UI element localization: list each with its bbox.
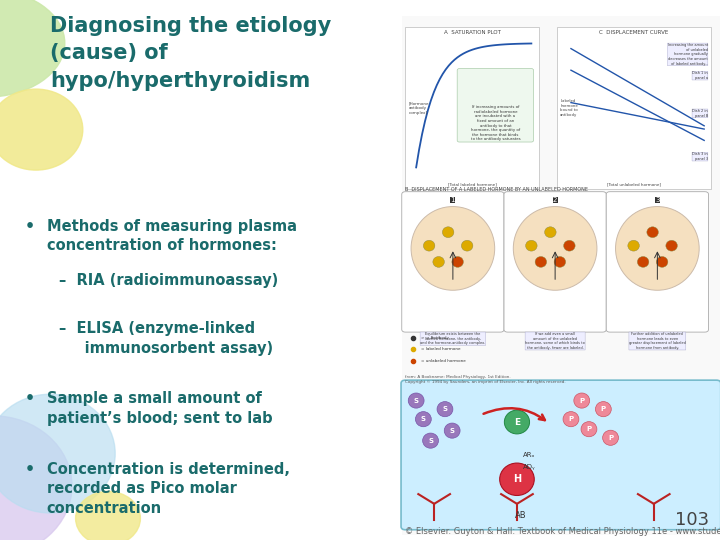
Ellipse shape [526,240,537,251]
FancyBboxPatch shape [402,16,720,535]
Text: [Total unlabeled hormone]: [Total unlabeled hormone] [607,183,661,186]
Ellipse shape [513,206,597,291]
Text: S: S [450,428,454,434]
Text: 2: 2 [553,197,557,203]
Ellipse shape [433,256,444,267]
Text: B  DISPLACEMENT OF A LABELED HORMONE BY AN UNLABELED HORMONE: B DISPLACEMENT OF A LABELED HORMONE BY A… [405,187,588,192]
FancyBboxPatch shape [457,69,534,142]
Text: P: P [608,435,613,441]
Text: If increasing amounts of
radiolabeled hormone
are incubated with a
fixed amount : If increasing amounts of radiolabeled ho… [471,105,520,141]
Ellipse shape [595,402,611,417]
Text: P: P [568,416,574,422]
Text: from: A Bookname: Medical Physiology, 1st Edition.
Copyright © 1994 by Saunders,: from: A Bookname: Medical Physiology, 1s… [405,375,566,384]
Text: •: • [25,462,35,477]
Ellipse shape [628,240,639,251]
Text: = labeled hormone: = labeled hormone [421,347,461,352]
Ellipse shape [563,411,579,427]
FancyBboxPatch shape [402,192,504,332]
Ellipse shape [437,402,453,417]
Ellipse shape [544,227,556,238]
Ellipse shape [647,227,658,238]
Ellipse shape [657,256,668,267]
Text: H: H [513,474,521,484]
Text: Dish 3 in
panel 3: Dish 3 in panel 3 [692,152,708,161]
Text: A  SATURATION PLOT: A SATURATION PLOT [444,30,500,35]
Text: P: P [600,406,606,412]
Ellipse shape [444,423,460,438]
Ellipse shape [535,256,546,267]
Ellipse shape [408,393,424,408]
Ellipse shape [76,491,140,540]
Ellipse shape [564,240,575,251]
Text: S: S [414,397,418,403]
Text: C  DISPLACEMENT CURVE: C DISPLACEMENT CURVE [599,30,669,35]
Text: •: • [25,219,35,234]
Ellipse shape [411,206,495,291]
Text: Methods of measuring plasma
concentration of hormones:: Methods of measuring plasma concentratio… [47,219,297,253]
Ellipse shape [0,89,83,170]
FancyBboxPatch shape [405,27,539,189]
Ellipse shape [452,256,464,267]
Text: Dish 1 in
panel a: Dish 1 in panel a [692,71,708,80]
FancyBboxPatch shape [606,192,708,332]
Text: –  RIA (radioimmunoassay): – RIA (radioimmunoassay) [59,273,279,288]
Ellipse shape [581,422,597,437]
FancyBboxPatch shape [504,192,606,332]
Text: [Total labeled hormone]: [Total labeled hormone] [448,183,496,186]
Text: 1: 1 [451,197,455,203]
Text: Sample a small amount of
patient’s blood; sent to lab: Sample a small amount of patient’s blood… [47,392,272,426]
Text: E: E [514,417,520,427]
Text: S: S [443,406,447,412]
Text: Diagnosing the etiology
(cause) of
hypo/hyperthyroidism: Diagnosing the etiology (cause) of hypo/… [50,16,332,91]
Text: AB: AB [515,511,526,520]
Text: 103: 103 [675,511,709,529]
Text: Labeled
hormone
bound to
antibody: Labeled hormone bound to antibody [560,99,578,117]
Text: > = Antibody: > = Antibody [421,335,449,340]
Text: If we add even a small
amount of the unlabeled
hormone, some of which binds to
t: If we add even a small amount of the unl… [525,332,585,350]
Ellipse shape [423,240,435,251]
Text: P: P [579,397,585,403]
Text: = unlabeled hormone: = unlabeled hormone [421,359,466,363]
Text: S: S [428,437,433,444]
Text: © Elsevier. Guyton & Hall: Textbook of Medical Physiology 11e - www.studentconsu: © Elsevier. Guyton & Hall: Textbook of M… [405,526,720,536]
Text: Equilibrium exists between the
labeled hormone, the antibody,
and the hormone-an: Equilibrium exists between the labeled h… [420,332,485,345]
Text: Concentration is determined,
recorded as Pico molar
concentration: Concentration is determined, recorded as… [47,462,289,516]
Ellipse shape [442,227,454,238]
Text: ADᵧ: ADᵧ [523,463,536,470]
FancyBboxPatch shape [557,27,711,189]
Text: Dish 2 in
panel B: Dish 2 in panel B [692,109,708,118]
Text: •: • [25,392,35,407]
Ellipse shape [0,394,115,513]
Text: –  ELISA (enzyme-linked
     immunosorbent assay): – ELISA (enzyme-linked immunosorbent ass… [59,321,273,356]
Ellipse shape [637,256,649,267]
Ellipse shape [462,240,473,251]
Ellipse shape [616,206,699,291]
Ellipse shape [423,433,438,448]
Text: Further addition of unlabeled
hormone leads to even
greater displacement of labe: Further addition of unlabeled hormone le… [629,332,685,350]
Ellipse shape [603,430,618,445]
Ellipse shape [504,410,530,434]
FancyBboxPatch shape [401,380,720,530]
Text: Increasing the amount
of unlabeled
hormone gradually
decreases the amount
of lab: Increasing the amount of unlabeled hormo… [667,43,708,65]
Text: S: S [421,416,426,422]
Text: ARₒ: ARₒ [523,451,535,458]
Ellipse shape [0,0,65,97]
Ellipse shape [500,463,534,496]
Ellipse shape [0,416,72,540]
Text: [Hormone
antibody
complex]: [Hormone antibody complex] [409,102,429,114]
Ellipse shape [666,240,678,251]
Ellipse shape [415,411,431,427]
Ellipse shape [574,393,590,408]
Text: 3: 3 [655,197,660,203]
Ellipse shape [554,256,566,267]
Text: P: P [586,426,592,432]
